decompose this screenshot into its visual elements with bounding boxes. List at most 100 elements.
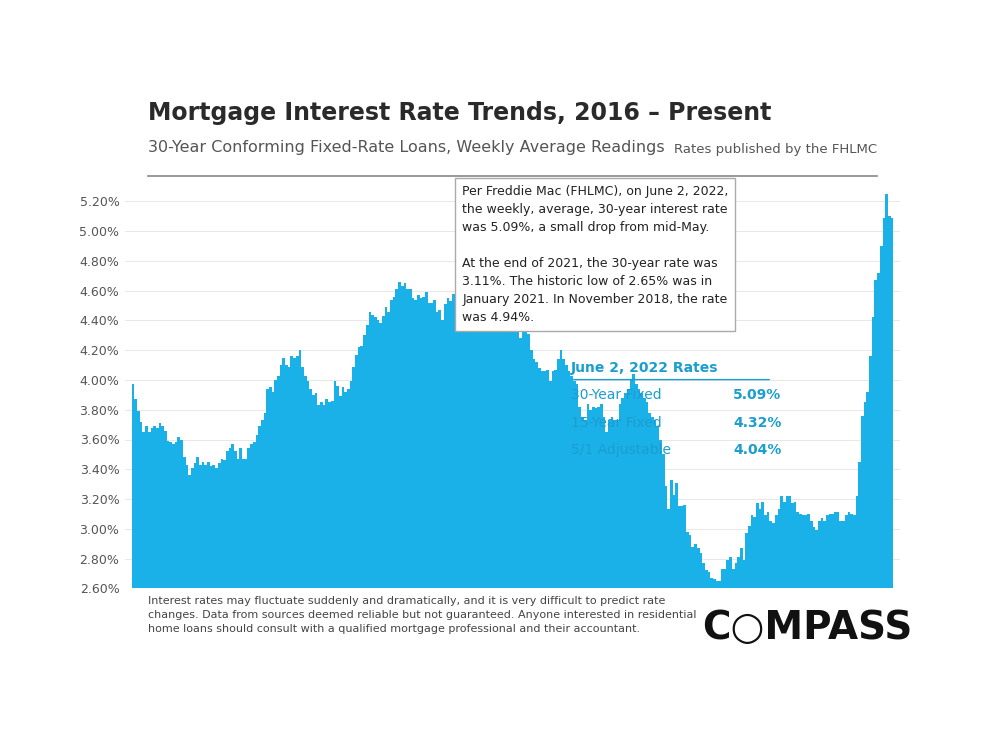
Bar (167, 441, 169, 588)
Bar (823, 521, 826, 588)
Bar (177, 436, 180, 588)
Text: June 2, 2022 Rates: June 2, 2022 Rates (571, 362, 718, 375)
Bar (366, 325, 369, 588)
Bar (786, 496, 788, 588)
Text: 4.04%: 4.04% (733, 443, 782, 458)
Bar (404, 284, 406, 588)
Text: 4.32%: 4.32% (733, 416, 782, 430)
Bar (554, 370, 557, 588)
Bar (307, 382, 309, 588)
Bar (866, 392, 869, 588)
Bar (471, 273, 473, 588)
Bar (737, 557, 740, 588)
Bar (169, 442, 172, 588)
Bar (576, 385, 578, 588)
Bar (447, 298, 449, 588)
Bar (282, 358, 285, 588)
Bar (253, 442, 256, 588)
Bar (274, 380, 277, 588)
Bar (702, 563, 705, 588)
Bar (549, 382, 552, 588)
Bar (853, 515, 856, 588)
Bar (643, 398, 646, 588)
Bar (247, 448, 250, 588)
Bar (352, 367, 355, 588)
Bar (151, 427, 153, 588)
Bar (743, 560, 745, 588)
Bar (724, 569, 726, 588)
Bar (452, 294, 455, 588)
Bar (328, 402, 331, 588)
Bar (888, 216, 891, 588)
Bar (245, 459, 247, 588)
Bar (180, 440, 183, 588)
Bar (175, 442, 177, 588)
Bar (670, 480, 673, 588)
Bar (861, 416, 864, 588)
Bar (697, 548, 700, 588)
Bar (500, 286, 503, 588)
Bar (600, 404, 603, 588)
Bar (417, 296, 420, 588)
Bar (834, 512, 837, 588)
Bar (603, 417, 605, 588)
Bar (595, 408, 597, 588)
Bar (597, 406, 600, 588)
Bar (519, 338, 522, 588)
Bar (619, 404, 621, 588)
Bar (296, 356, 299, 588)
Bar (156, 427, 159, 588)
Bar (334, 382, 336, 588)
Bar (761, 502, 764, 588)
Bar (256, 435, 258, 588)
Bar (377, 320, 379, 588)
Bar (630, 380, 632, 588)
Bar (473, 256, 476, 588)
Bar (239, 448, 242, 588)
Bar (552, 371, 554, 588)
Bar (231, 444, 234, 588)
Bar (409, 290, 412, 588)
Bar (877, 273, 880, 588)
Bar (627, 389, 630, 588)
Bar (654, 420, 656, 588)
Bar (438, 310, 441, 588)
Bar (476, 252, 479, 588)
Text: Mortgage Interest Rate Trends, 2016 – Present: Mortgage Interest Rate Trends, 2016 – Pr… (148, 100, 772, 124)
Bar (358, 347, 360, 588)
Bar (665, 486, 667, 588)
Bar (374, 317, 377, 588)
Bar (700, 553, 702, 588)
Bar (412, 298, 414, 588)
Bar (837, 512, 839, 588)
Bar (395, 290, 398, 588)
Bar (277, 376, 280, 588)
Bar (455, 294, 457, 588)
Bar (813, 527, 815, 588)
Bar (498, 286, 500, 588)
Bar (280, 365, 282, 588)
Bar (656, 426, 659, 588)
Bar (675, 483, 678, 588)
Bar (856, 496, 858, 588)
Bar (503, 288, 506, 588)
Bar (525, 325, 527, 588)
Bar (482, 240, 484, 588)
Bar (872, 317, 874, 588)
Bar (258, 426, 261, 588)
Text: 5.09%: 5.09% (733, 388, 782, 402)
Bar (487, 260, 490, 588)
Bar (530, 350, 533, 588)
Bar (148, 432, 151, 588)
Bar (735, 563, 737, 588)
Bar (511, 311, 514, 588)
Bar (815, 530, 818, 588)
Bar (406, 290, 409, 588)
Bar (772, 523, 775, 588)
Bar (640, 393, 643, 588)
Bar (683, 505, 686, 588)
Bar (732, 569, 735, 588)
Bar (864, 402, 866, 588)
Bar (336, 386, 339, 588)
Bar (269, 388, 272, 588)
